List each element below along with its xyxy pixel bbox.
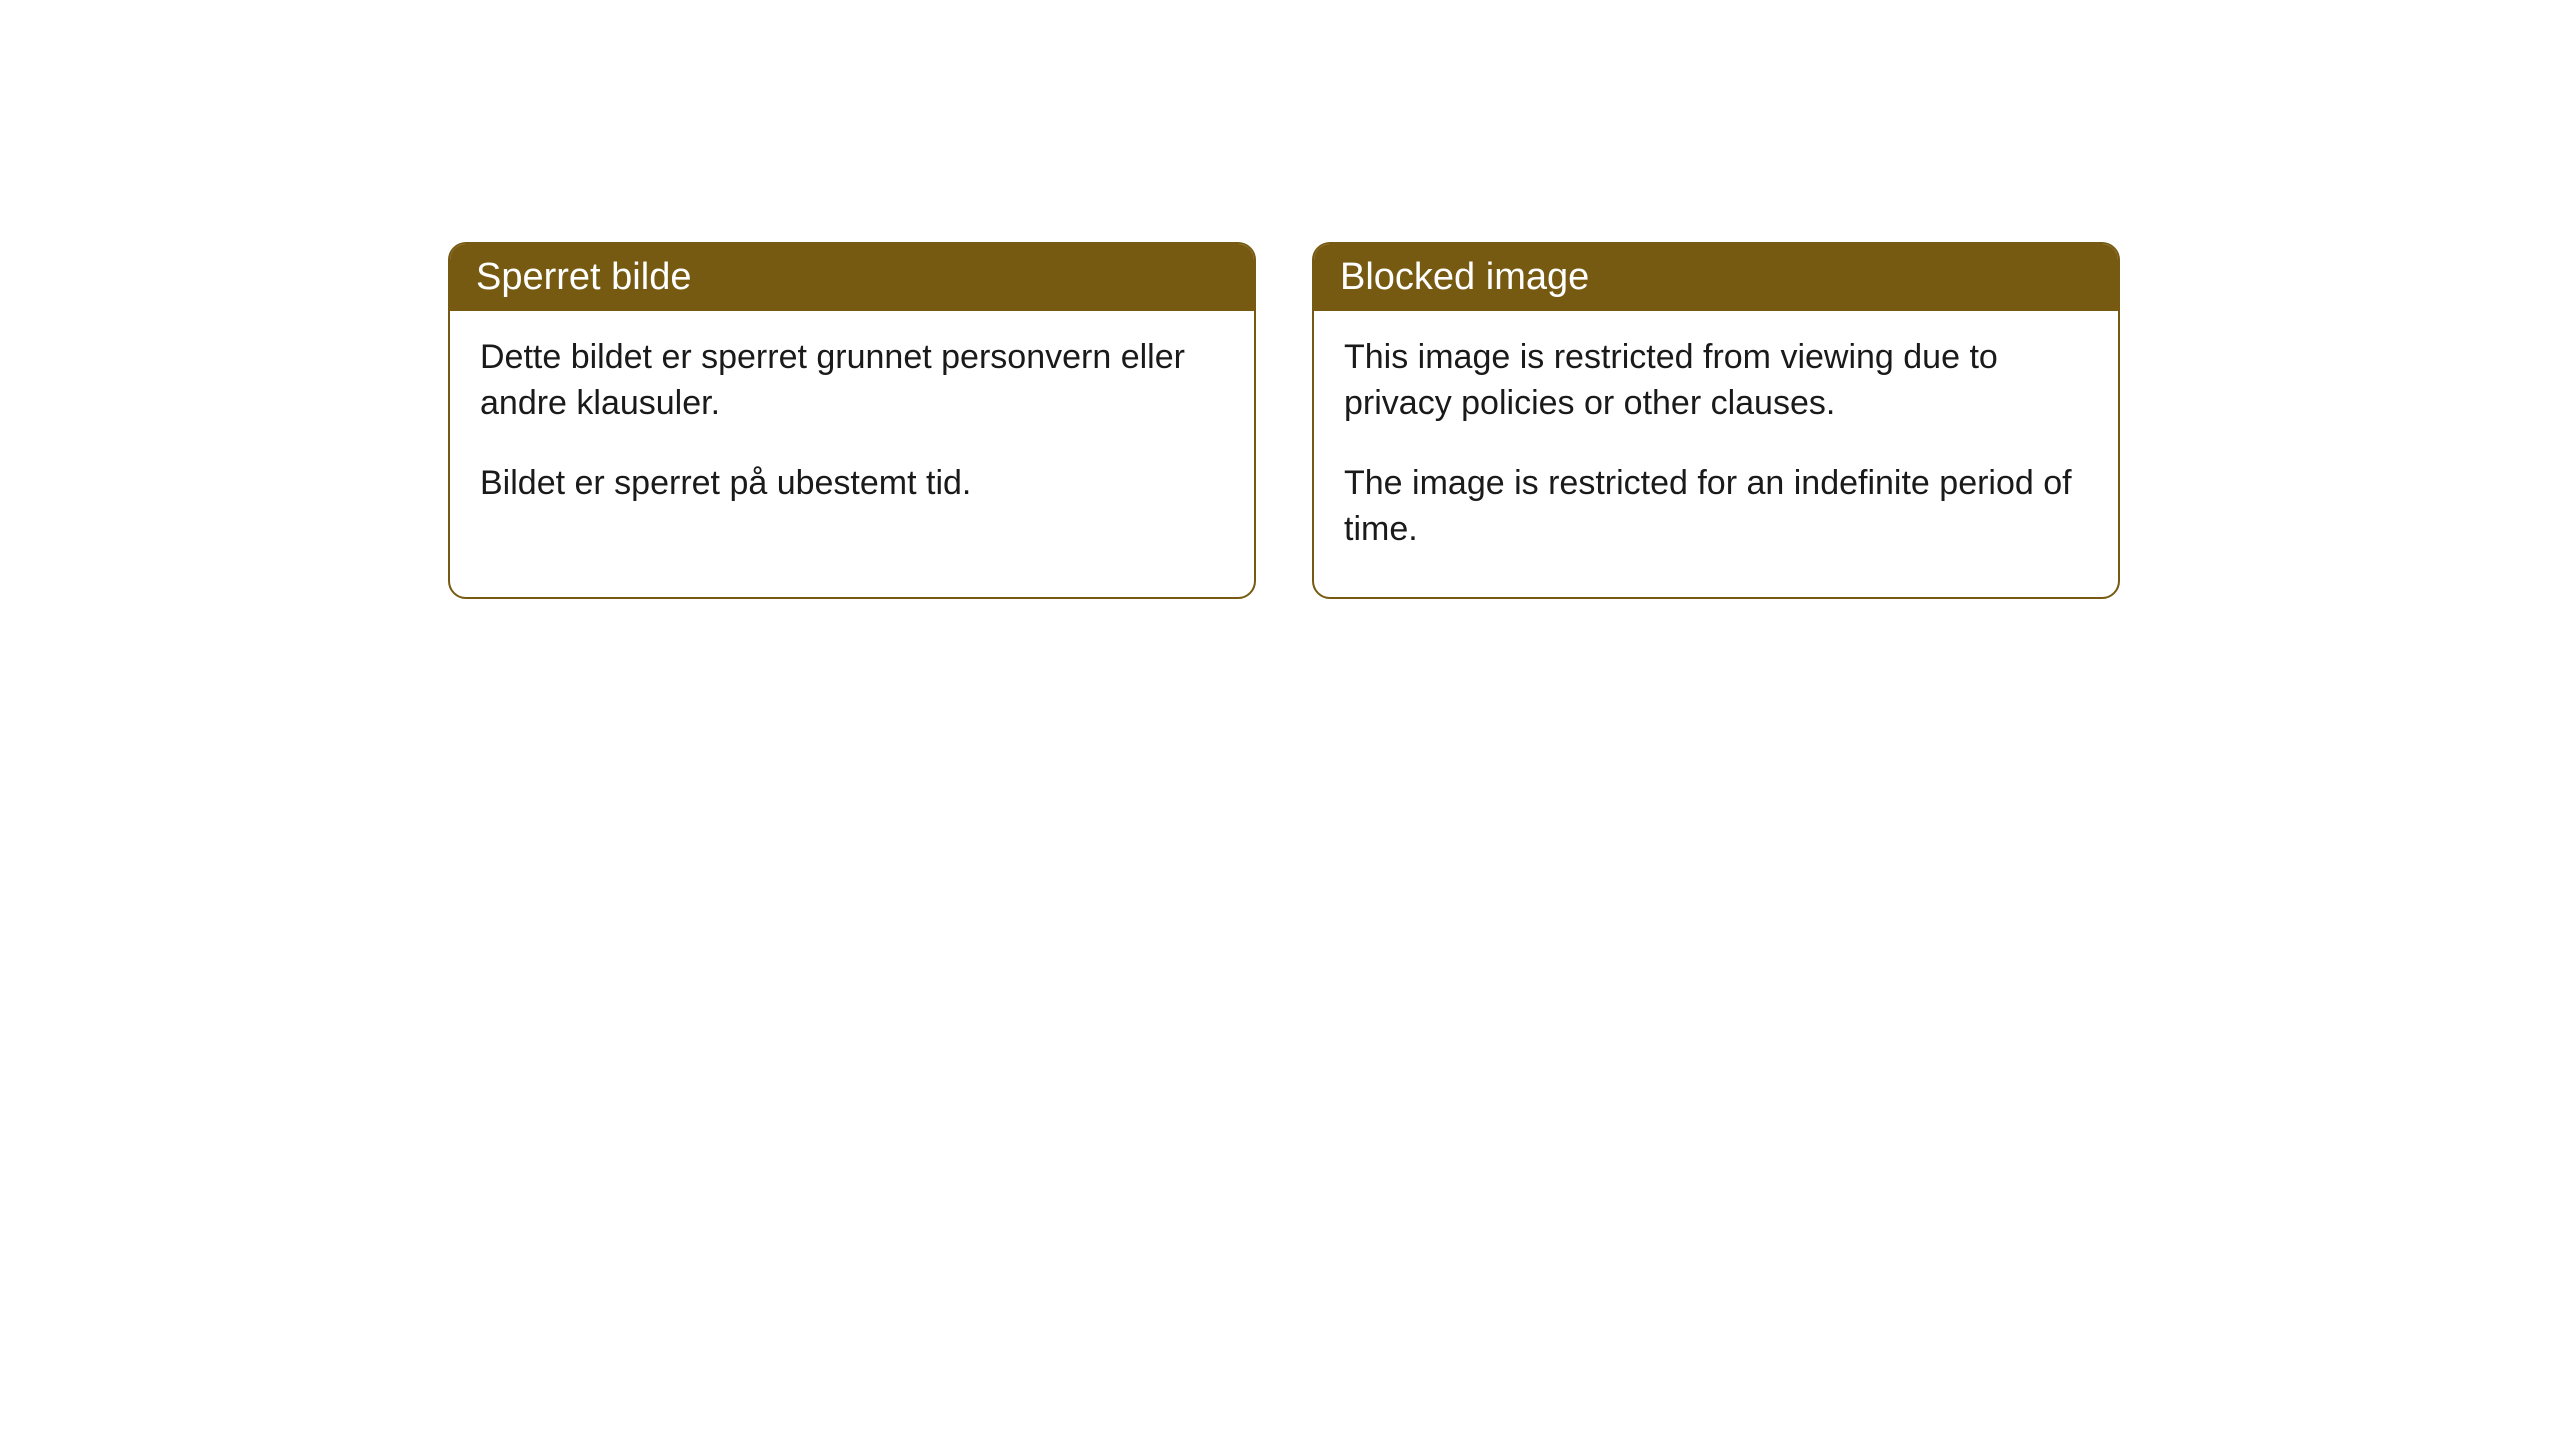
card-title: Blocked image (1340, 256, 1589, 298)
blocked-image-card-english: Blocked image This image is restricted f… (1312, 242, 2120, 599)
card-paragraph-2: Bildet er sperret på ubestemt tid. (480, 461, 1224, 507)
card-header: Sperret bilde (450, 244, 1254, 311)
card-body: This image is restricted from viewing du… (1314, 311, 2118, 597)
card-header: Blocked image (1314, 244, 2118, 311)
card-title: Sperret bilde (476, 256, 691, 298)
card-paragraph-1: This image is restricted from viewing du… (1344, 335, 2088, 427)
blocked-image-card-norwegian: Sperret bilde Dette bildet er sperret gr… (448, 242, 1256, 599)
cards-container: Sperret bilde Dette bildet er sperret gr… (0, 0, 2560, 599)
card-body: Dette bildet er sperret grunnet personve… (450, 311, 1254, 551)
card-paragraph-2: The image is restricted for an indefinit… (1344, 461, 2088, 553)
card-paragraph-1: Dette bildet er sperret grunnet personve… (480, 335, 1224, 427)
